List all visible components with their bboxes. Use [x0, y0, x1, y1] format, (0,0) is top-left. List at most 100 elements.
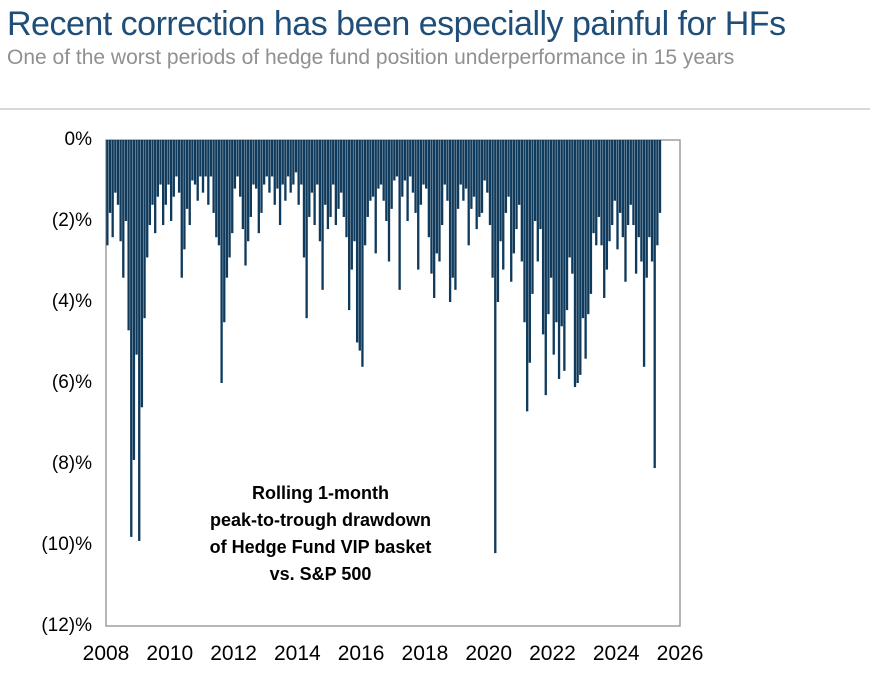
- drawdown-bar: [289, 140, 292, 193]
- drawdown-bar: [499, 140, 502, 242]
- y-axis-label: (4)%: [51, 291, 92, 312]
- drawdown-bar: [440, 140, 444, 226]
- drawdown-bar: [199, 140, 202, 177]
- drawdown-bar: [313, 140, 316, 226]
- y-axis-label: (8)%: [51, 453, 92, 474]
- drawdown-bar: [310, 140, 314, 193]
- drawdown-bar: [406, 140, 409, 221]
- drawdown-bar: [316, 140, 319, 185]
- drawdown-bar: [427, 140, 431, 238]
- drawdown-bar: [544, 140, 547, 396]
- drawdown-bar: [387, 140, 391, 262]
- drawdown-bar: [414, 140, 417, 213]
- drawdown-bar: [231, 140, 234, 234]
- y-axis-label: 0%: [64, 129, 92, 150]
- drawdown-bar: [515, 140, 518, 230]
- drawdown-bar: [252, 140, 255, 185]
- drawdown-bar: [140, 140, 144, 408]
- drawdown-bar: [180, 140, 183, 278]
- drawdown-bar: [650, 140, 654, 262]
- x-axis-label: 2026: [656, 642, 704, 665]
- drawdown-bar: [626, 140, 630, 226]
- drawdown-bar: [111, 140, 114, 238]
- drawdown-bar: [454, 140, 457, 290]
- drawdown-bar: [169, 140, 173, 221]
- drawdown-bar: [300, 140, 303, 185]
- x-axis-label: 2022: [529, 642, 576, 665]
- drawdown-bar: [494, 140, 497, 554]
- drawdown-bar: [239, 140, 242, 197]
- drawdown-bar: [119, 140, 122, 242]
- drawdown-bar: [600, 140, 603, 246]
- drawdown-bar: [276, 140, 279, 189]
- drawdown-bar: [608, 140, 611, 242]
- drawdown-bar: [379, 140, 383, 185]
- drawdown-bar: [560, 140, 563, 327]
- drawdown-bar: [302, 140, 306, 258]
- drawdown-bar: [358, 140, 361, 351]
- drawdown-bar: [350, 140, 353, 270]
- x-axis-label: 2024: [592, 642, 640, 665]
- drawdown-bar: [130, 140, 133, 537]
- drawdown-bar: [385, 140, 388, 221]
- drawdown-bar: [417, 140, 420, 270]
- drawdown-bar: [470, 140, 473, 209]
- drawdown-bar: [329, 140, 332, 217]
- drawdown-bar: [472, 140, 476, 197]
- drawdown-bar: [573, 140, 577, 388]
- drawdown-bar: [595, 140, 598, 246]
- drawdown-bar: [305, 140, 308, 319]
- y-axis-label: (10)%: [41, 534, 92, 555]
- drawdown-bar: [262, 140, 266, 185]
- drawdown-bar: [268, 140, 271, 193]
- drawdown-bar: [177, 140, 181, 193]
- drawdown-bar: [451, 140, 454, 278]
- drawdown-bar: [154, 140, 157, 234]
- drawdown-bar: [552, 140, 555, 355]
- drawdown-bar: [201, 140, 205, 193]
- drawdown-bar: [634, 140, 638, 274]
- drawdown-bar: [225, 140, 229, 278]
- drawdown-bar: [162, 140, 165, 226]
- drawdown-bar: [257, 140, 260, 234]
- drawdown-bar: [613, 140, 617, 201]
- drawdown-bar: [209, 140, 213, 177]
- drawdown-bar: [611, 140, 614, 226]
- drawdown-bar: [605, 140, 609, 270]
- drawdown-bar: [164, 140, 167, 205]
- drawdown-bar: [260, 140, 263, 213]
- drawdown-bar: [425, 140, 428, 189]
- drawdown-bar: [321, 140, 324, 290]
- drawdown-bar: [422, 140, 425, 185]
- drawdown-bar: [518, 140, 521, 205]
- drawdown-bar: [555, 140, 558, 323]
- drawdown-bar: [204, 140, 207, 177]
- drawdown-bar: [355, 140, 359, 343]
- drawdown-bar: [127, 140, 130, 331]
- drawdown-bar: [135, 140, 138, 355]
- drawdown-bar: [183, 140, 186, 250]
- drawdown-bar: [337, 140, 340, 209]
- drawdown-bar: [326, 140, 330, 230]
- drawdown-bar: [236, 140, 239, 177]
- drawdown-bar: [294, 140, 298, 173]
- drawdown-bar: [603, 140, 606, 298]
- drawdown-bar: [619, 140, 622, 213]
- drawdown-bar: [363, 140, 367, 246]
- drawdown-bar: [159, 140, 162, 185]
- drawdown-bar: [430, 140, 433, 274]
- drawdown-bar: [475, 140, 478, 230]
- drawdown-bar: [308, 140, 311, 217]
- drawdown-bar: [640, 140, 643, 262]
- drawdown-chart: 0% (2)% (4)% (6)% (8)% (10)% (12)% 2008 2010 201…: [0, 112, 870, 673]
- drawdown-bar: [143, 140, 146, 319]
- drawdown-chart-canvas: [105, 139, 681, 627]
- drawdown-bar: [480, 140, 484, 213]
- drawdown-bar: [193, 140, 197, 185]
- drawdown-bar: [247, 140, 250, 242]
- drawdown-bar: [151, 140, 154, 205]
- drawdown-bar: [395, 140, 399, 177]
- drawdown-bar: [502, 140, 505, 270]
- drawdown-bar: [114, 140, 117, 193]
- drawdown-bar: [146, 140, 149, 258]
